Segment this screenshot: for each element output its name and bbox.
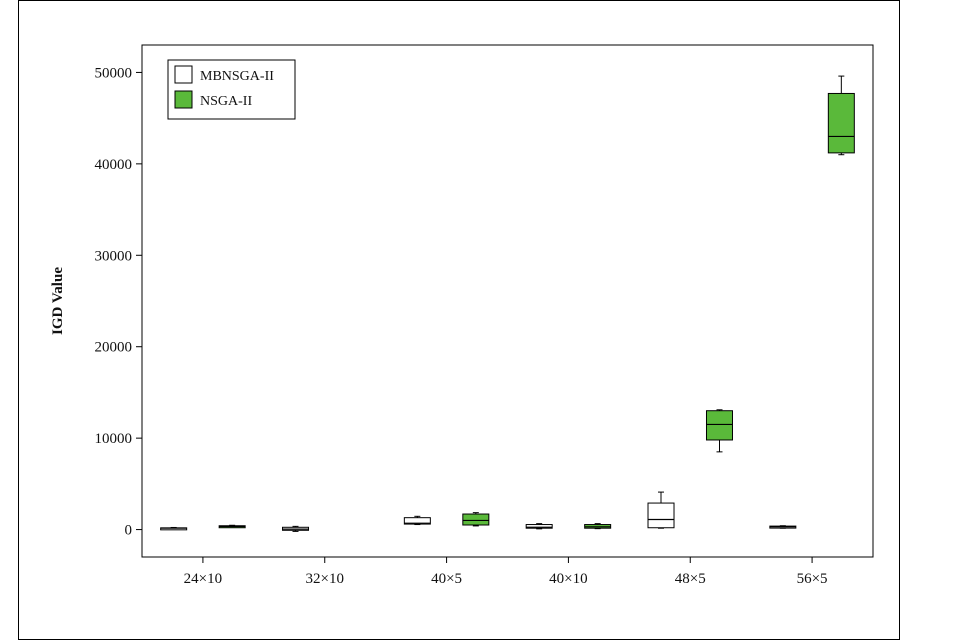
box-nsga-ii (218, 524, 246, 529)
box-series (160, 75, 855, 532)
y-tick-label: 0 (125, 523, 133, 539)
box-nsga-ii (705, 409, 733, 453)
y-tick-label: 20000 (95, 340, 133, 356)
iqr-box (525, 524, 553, 529)
box-mbnsga-ii (769, 525, 797, 529)
x-tick-label: 24×10 (184, 571, 222, 587)
box-mbnsga-ii (403, 515, 431, 526)
box-nsga-ii (827, 75, 855, 156)
box-mbnsga-ii (160, 526, 188, 531)
y-axis: 0 10000 20000 30000 40000 50000 (95, 65, 142, 539)
iqr-box (647, 502, 675, 529)
y-tick-label: 50000 (95, 65, 133, 81)
x-tick-label: 40×5 (431, 571, 462, 587)
x-axis: 24×10 32×10 40×5 40×10 48×5 56×5 (184, 557, 828, 587)
legend-label-mbnsga: MBNSGA-II (200, 69, 274, 84)
x-tick-label: 40×10 (549, 571, 587, 587)
box-nsga-ii (584, 523, 612, 530)
y-tick-label: 10000 (95, 431, 133, 447)
iqr-box (462, 513, 490, 526)
legend-swatch-nsga (174, 90, 193, 109)
box-mbnsga-ii (647, 491, 675, 529)
y-axis-label: IGD Value (50, 267, 66, 335)
legend: MBNSGA-II NSGA-II (167, 59, 296, 120)
box-nsga-ii (462, 512, 490, 527)
legend-swatch-mbnsga (174, 65, 193, 84)
x-tick-label: 48×5 (675, 571, 706, 587)
box-mbnsga-ii (525, 523, 553, 530)
x-tick-label: 56×5 (797, 571, 828, 587)
x-tick-label: 32×10 (306, 571, 344, 587)
y-tick-label: 40000 (95, 157, 133, 173)
y-tick-label: 30000 (95, 248, 133, 264)
plot-area (141, 44, 874, 558)
iqr-box (827, 92, 855, 154)
box-mbnsga-ii (282, 525, 310, 532)
legend-box (167, 59, 296, 120)
iqr-box (705, 410, 733, 441)
legend-label-nsga: NSGA-II (200, 94, 252, 109)
iqr-box (403, 517, 431, 525)
